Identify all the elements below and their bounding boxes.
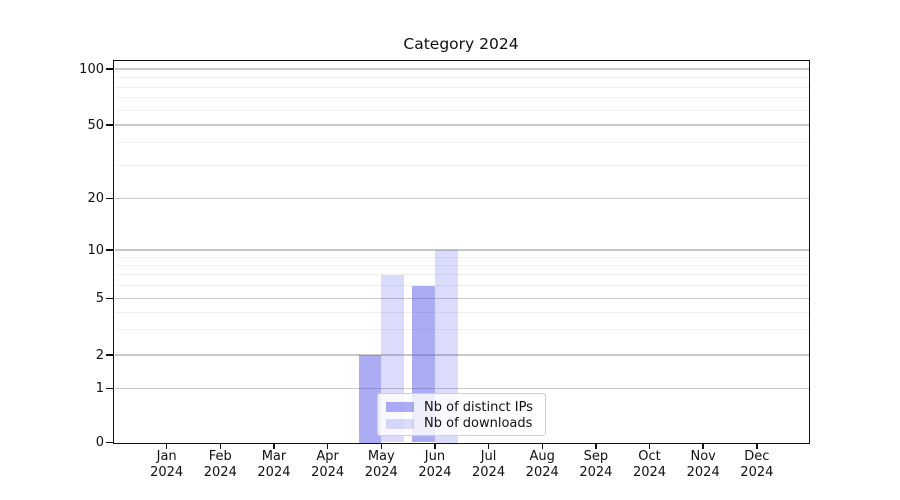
x-tick-mark-dec (756, 444, 758, 449)
gridline-major-100 (115, 68, 809, 70)
gridline-major-5 (115, 297, 809, 299)
x-tick-month: Jul (480, 449, 497, 464)
gridline-major-10 (115, 249, 809, 251)
x-tick-year: 2024 (364, 464, 398, 480)
gridline-minor-3 (115, 329, 809, 331)
y-tick-mark-0 (106, 441, 113, 444)
y-tick-label-50: 50 (87, 117, 104, 133)
x-tick-month: May (367, 449, 395, 464)
gridline-minor-60 (115, 109, 809, 111)
y-tick-mark-1 (106, 387, 113, 389)
x-tick-year: 2024 (579, 464, 613, 480)
y-tick-label-0: 0 (95, 435, 104, 450)
legend-swatch-0 (386, 402, 414, 413)
x-tick-month: Apr (316, 449, 339, 464)
x-tick-label-feb: Feb 2024 (188, 449, 252, 480)
x-tick-mark-oct (648, 444, 651, 449)
plot-border (113, 60, 810, 444)
gridline-minor-8 (115, 265, 809, 267)
y-tick-label-10: 10 (87, 242, 104, 258)
gridline-minor-30 (115, 165, 809, 167)
y-tick-label-1: 1 (95, 380, 104, 396)
bar-nb-of-distinct-ips-may (358, 355, 382, 443)
x-tick-month: Aug (529, 449, 555, 464)
x-tick-month: Sep (583, 449, 609, 464)
chart-title: Category 2024 (403, 35, 519, 53)
gridline-minor-70 (115, 97, 809, 99)
x-tick-month: Oct (638, 449, 661, 464)
legend-label-0: Nb of distinct IPs (424, 399, 533, 415)
x-tick-label-may: May 2024 (349, 449, 413, 480)
x-tick-mark-jan (165, 444, 168, 449)
x-tick-mark-aug (541, 444, 543, 449)
x-tick-mark-apr (326, 444, 329, 449)
y-tick-mark-100 (106, 68, 113, 70)
y-tick-label-2: 2 (95, 347, 104, 363)
legend-items: Nb of distinct IPs Nb of downloads (378, 399, 545, 432)
x-tick-year: 2024 (686, 464, 720, 480)
legend-label-1: Nb of downloads (424, 416, 533, 432)
legend: Nb of distinct IPs Nb of downloads (377, 393, 546, 436)
y-tick-mark-10 (106, 249, 113, 251)
legend-row-1: Nb of downloads (378, 416, 545, 433)
y-tick-label-5: 5 (95, 290, 104, 306)
gridline-minor-80 (115, 86, 809, 88)
gridline-minor-7 (115, 274, 809, 276)
gridline-major-20 (115, 197, 809, 199)
x-tick-mark-jun (434, 444, 436, 449)
gridline-minor-6 (115, 285, 809, 287)
x-tick-year: 2024 (418, 464, 452, 480)
x-tick-month: Mar (261, 449, 287, 464)
x-tick-year: 2024 (632, 464, 667, 480)
gridline-major-2 (115, 354, 809, 356)
x-tick-mark-jul (487, 444, 490, 449)
x-tick-year: 2024 (525, 464, 559, 480)
x-tick-mark-feb (219, 444, 221, 449)
legend-row-0: Nb of distinct IPs (378, 399, 545, 416)
x-tick-label-jan: Jan 2024 (135, 449, 199, 480)
x-tick-label-nov: Nov 2024 (671, 449, 735, 480)
x-tick-year: 2024 (740, 464, 774, 480)
x-tick-month: Feb (208, 449, 232, 464)
gridline-minor-4 (115, 311, 809, 313)
x-tick-label-apr: Apr 2024 (296, 449, 360, 480)
gridline-major-50 (115, 124, 809, 126)
x-tick-year: 2024 (311, 464, 345, 480)
x-tick-month: Jun (424, 449, 446, 464)
y-tick-label-20: 20 (87, 190, 104, 206)
gridline-minor-9 (115, 256, 809, 258)
x-tick-year: 2024 (150, 464, 184, 480)
y-tick-mark-20 (106, 197, 113, 199)
x-tick-month: Nov (690, 449, 716, 464)
gridline-major-1 (115, 387, 809, 389)
x-tick-label-jun: Jun 2024 (403, 449, 467, 480)
x-tick-month: Jan (156, 449, 177, 464)
x-tick-mark-sep (595, 444, 597, 449)
y-tick-label-100: 100 (79, 61, 104, 77)
x-tick-label-oct: Oct 2024 (618, 449, 682, 480)
gridline-minor-90 (115, 77, 809, 78)
gridline-minor-40 (115, 142, 809, 144)
x-tick-mark-may (380, 444, 382, 449)
y-tick-mark-50 (106, 124, 113, 126)
x-tick-month: Dec (744, 449, 770, 464)
x-tick-label-sep: Sep 2024 (564, 449, 628, 480)
x-tick-label-mar: Mar 2024 (242, 449, 306, 480)
x-tick-label-jul: Jul 2024 (457, 449, 521, 480)
y-tick-mark-2 (106, 354, 113, 356)
x-tick-label-dec: Dec 2024 (725, 449, 789, 480)
x-tick-label-aug: Aug 2024 (510, 449, 574, 480)
legend-swatch-1 (386, 418, 414, 429)
x-tick-year: 2024 (257, 464, 291, 480)
x-tick-year: 2024 (472, 464, 506, 480)
x-tick-mark-mar (273, 444, 275, 449)
y-tick-mark-5 (106, 297, 113, 299)
x-tick-year: 2024 (203, 464, 237, 480)
x-tick-mark-nov (702, 444, 704, 449)
